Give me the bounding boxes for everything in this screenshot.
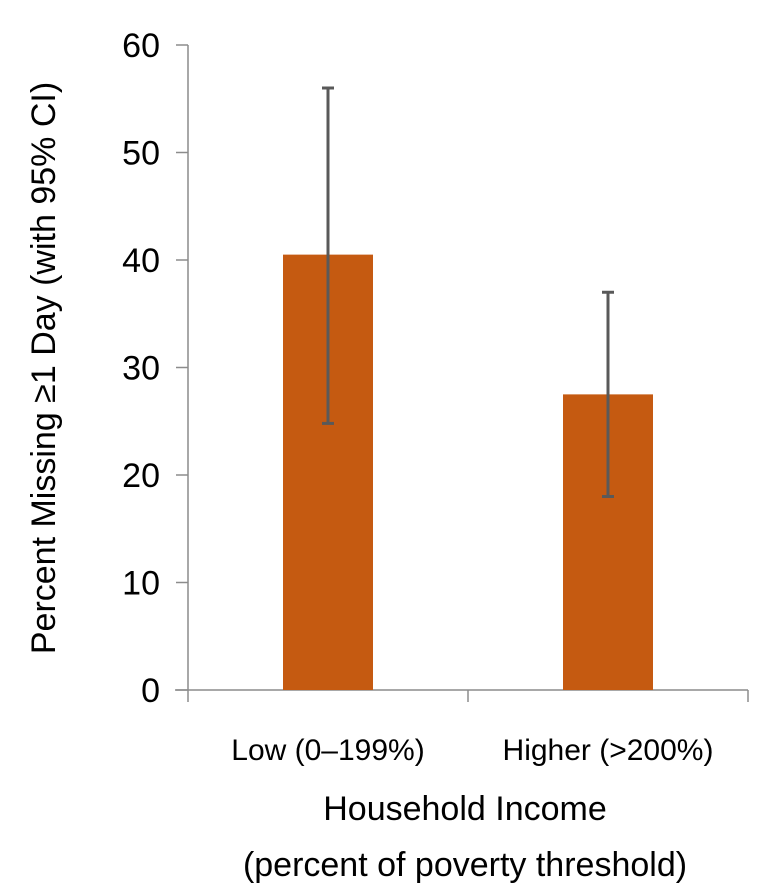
y-tick-label: 60	[122, 27, 160, 65]
x-axis-label-line-1: Household Income	[323, 790, 607, 828]
y-tick-label: 50	[122, 135, 160, 173]
x-category-label: Low (0–199%)	[231, 734, 424, 767]
y-tick-label: 30	[122, 350, 160, 388]
bars	[283, 254, 653, 690]
error-bars	[322, 86, 614, 498]
x-axis-label-line-2: (percent of poverty threshold)	[243, 846, 687, 884]
axis-labels: Percent Missing ≥1 Day (with 95% CI) Hou…	[25, 82, 687, 884]
y-tick-label: 40	[122, 242, 160, 280]
y-tick-label: 0	[141, 672, 160, 710]
x-category-label: Higher (>200%)	[503, 734, 714, 767]
axes: 0 10 20 30 40 50 60 Low (0–199%) Higher (>200%)	[122, 27, 749, 767]
y-axis-label: Percent Missing ≥1 Day (with 95% CI)	[25, 82, 63, 654]
y-tick-label: 10	[122, 565, 160, 603]
y-tick-label: 20	[122, 457, 160, 495]
